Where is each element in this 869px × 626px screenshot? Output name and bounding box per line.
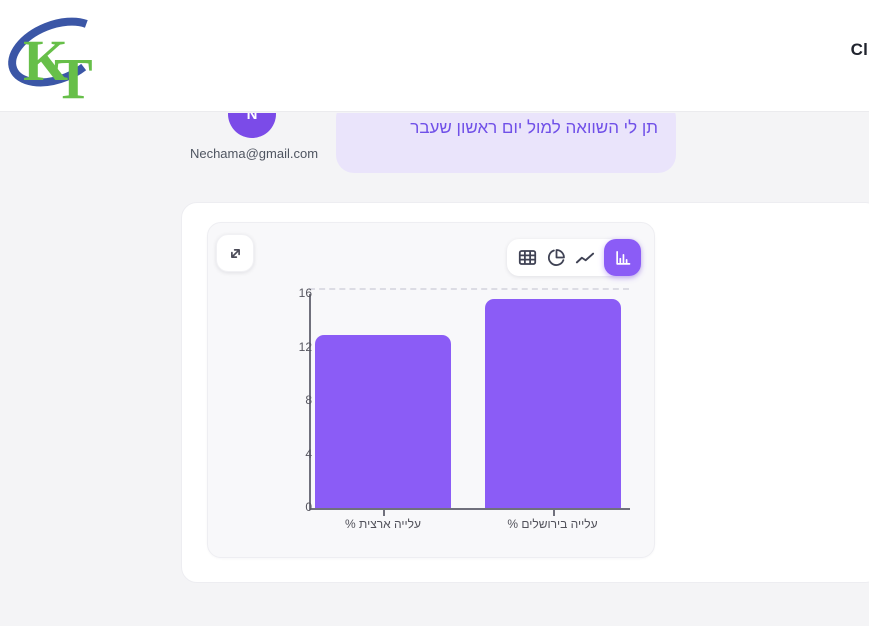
- x-axis-category-label: עלייה בירושלים %: [507, 517, 598, 531]
- assistant-response-card: 0 4 8 12 16 עלייה ארצית % עלייה בירושלים %: [181, 202, 869, 583]
- user-message-bubble: תן לי השוואה למול יום ראשון שעבר: [336, 113, 676, 173]
- pie-chart-icon: [547, 248, 566, 267]
- line-chart-icon: [575, 248, 595, 268]
- header-right-label[interactable]: Cl: [850, 40, 868, 59]
- line-chart-view-button[interactable]: [575, 239, 595, 276]
- table-icon: [518, 248, 537, 267]
- expand-icon: [227, 245, 244, 262]
- x-axis-tick-mark: [383, 510, 385, 516]
- bar-chart-view-button[interactable]: [604, 239, 641, 276]
- svg-text:K: K: [23, 28, 68, 93]
- x-axis-tick-mark: [552, 510, 555, 516]
- bar-1[interactable]: [315, 335, 451, 508]
- chart-view-toolbar: [507, 239, 641, 276]
- x-axis-line: [309, 508, 630, 510]
- bar-chart-plot: 0 4 8 12 16 עלייה ארצית % עלייה בירושלים %: [208, 223, 654, 557]
- svg-text:T: T: [54, 46, 93, 102]
- top-header: K T Cl: [0, 0, 869, 112]
- user-email: Nechama@gmail.com: [189, 146, 319, 161]
- avatar-initial: N: [246, 113, 258, 123]
- y-axis-tick-label: 8: [305, 393, 312, 407]
- user-avatar: N: [228, 113, 276, 138]
- expand-chart-button[interactable]: [216, 234, 254, 272]
- app-logo: K T: [8, 17, 104, 102]
- y-axis-tick-label: 0: [305, 500, 312, 514]
- bar-2[interactable]: [484, 299, 621, 508]
- user-message-text: תן לי השוואה למול יום ראשון שעבר: [410, 118, 658, 137]
- top-dashed-gridline: [309, 288, 629, 290]
- y-axis-line: [309, 294, 311, 509]
- bar-chart-icon: [614, 249, 632, 267]
- y-axis-tick-label: 12: [298, 339, 312, 354]
- y-axis-tick-label: 4: [305, 446, 312, 461]
- y-axis-tick-label: 16: [298, 286, 312, 300]
- chart-card: 0 4 8 12 16 עלייה ארצית % עלייה בירושלים %: [207, 222, 655, 558]
- x-axis-category-label: עלייה ארצית %: [345, 517, 421, 531]
- pie-chart-view-button[interactable]: [546, 239, 566, 276]
- table-view-button[interactable]: [517, 239, 537, 276]
- chat-area: N Nechama@gmail.com תן לי השוואה למול יו…: [0, 113, 869, 626]
